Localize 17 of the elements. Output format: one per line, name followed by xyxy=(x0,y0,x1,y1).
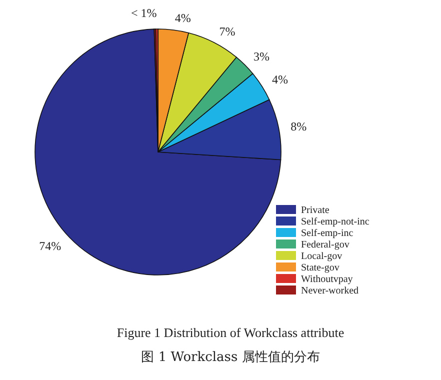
legend-label: Never-worked xyxy=(301,286,359,296)
legend-label: State-gov xyxy=(301,262,340,274)
legend-label: Withoutvpay xyxy=(301,274,353,285)
legend-label: Federal-gov xyxy=(301,240,350,250)
data-label: < 1% xyxy=(130,6,157,20)
data-label: 3% xyxy=(253,50,270,64)
legend-label: Private xyxy=(301,205,330,216)
data-label: 7% xyxy=(219,24,236,39)
data-label: 4% xyxy=(174,11,191,26)
legend-label: Self-emp-inc xyxy=(301,228,354,239)
text: 图 1 Workclass 属性值的分布 xyxy=(141,350,320,365)
legend-label: Self-emp-not-inc xyxy=(301,216,370,228)
text: Figure 1 Distribution of Workclass attribute xyxy=(116,325,344,340)
legend-label: Local-gov xyxy=(301,251,342,262)
data-label: 4% xyxy=(272,72,288,87)
data-label: 8% xyxy=(290,120,307,134)
data-label: 74% xyxy=(39,238,62,253)
